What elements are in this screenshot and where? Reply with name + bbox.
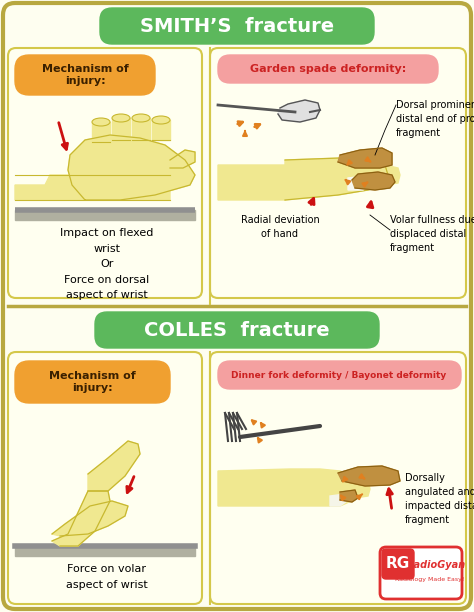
- Polygon shape: [285, 158, 388, 200]
- Polygon shape: [92, 122, 110, 142]
- Polygon shape: [132, 118, 150, 140]
- Polygon shape: [348, 176, 368, 190]
- Ellipse shape: [132, 114, 150, 122]
- FancyBboxPatch shape: [95, 312, 379, 348]
- Polygon shape: [15, 210, 195, 220]
- Polygon shape: [68, 135, 195, 200]
- Polygon shape: [278, 100, 320, 122]
- Text: Volar fullness due to
displaced distal
fragment: Volar fullness due to displaced distal f…: [390, 215, 474, 253]
- Polygon shape: [52, 501, 128, 536]
- Text: Mechanism of
injury:: Mechanism of injury:: [42, 64, 128, 86]
- FancyBboxPatch shape: [8, 352, 202, 604]
- FancyBboxPatch shape: [210, 48, 466, 298]
- Polygon shape: [88, 441, 140, 491]
- FancyBboxPatch shape: [218, 361, 461, 389]
- Polygon shape: [152, 120, 170, 140]
- Polygon shape: [112, 118, 130, 140]
- Text: RadioGyan: RadioGyan: [406, 560, 465, 570]
- Polygon shape: [15, 175, 170, 200]
- Polygon shape: [15, 546, 195, 556]
- Polygon shape: [330, 494, 347, 506]
- Polygon shape: [52, 491, 110, 546]
- Polygon shape: [352, 172, 395, 190]
- Text: SMITH’S  fracture: SMITH’S fracture: [140, 17, 334, 35]
- FancyBboxPatch shape: [380, 547, 462, 599]
- FancyBboxPatch shape: [100, 8, 374, 44]
- Polygon shape: [385, 165, 400, 185]
- Polygon shape: [170, 150, 195, 168]
- FancyBboxPatch shape: [15, 55, 155, 95]
- Polygon shape: [338, 148, 392, 168]
- Text: Force on volar
aspect of wrist: Force on volar aspect of wrist: [66, 564, 148, 589]
- FancyBboxPatch shape: [3, 3, 471, 609]
- Polygon shape: [340, 490, 358, 502]
- FancyBboxPatch shape: [8, 48, 202, 298]
- Ellipse shape: [152, 116, 170, 124]
- Text: Dinner fork deformity / Bayonet deformity: Dinner fork deformity / Bayonet deformit…: [231, 370, 447, 379]
- FancyBboxPatch shape: [15, 361, 170, 403]
- Text: Dorsally
angulated and
impacted distal
fragment: Dorsally angulated and impacted distal f…: [405, 473, 474, 525]
- FancyBboxPatch shape: [218, 55, 438, 83]
- Text: Dorsal prominence of
distal end of proximal
fragment: Dorsal prominence of distal end of proxi…: [396, 100, 474, 138]
- Ellipse shape: [112, 114, 130, 122]
- Polygon shape: [355, 479, 370, 498]
- Polygon shape: [218, 160, 295, 200]
- Ellipse shape: [92, 118, 110, 126]
- Text: Garden spade deformity:: Garden spade deformity:: [250, 64, 406, 74]
- Text: COLLES  fracture: COLLES fracture: [144, 321, 330, 340]
- Text: Impact on flexed
wrist
Or
Force on dorsal
aspect of wrist: Impact on flexed wrist Or Force on dorsa…: [60, 228, 154, 300]
- Text: RG: RG: [386, 556, 410, 572]
- Polygon shape: [218, 469, 358, 506]
- FancyBboxPatch shape: [210, 352, 466, 604]
- Text: Mechanism of
injury:: Mechanism of injury:: [49, 371, 136, 393]
- Text: Radiology Made Easy!: Radiology Made Easy!: [395, 577, 465, 582]
- Polygon shape: [338, 466, 400, 486]
- Text: Radial deviation
of hand: Radial deviation of hand: [241, 215, 319, 239]
- FancyBboxPatch shape: [382, 549, 414, 579]
